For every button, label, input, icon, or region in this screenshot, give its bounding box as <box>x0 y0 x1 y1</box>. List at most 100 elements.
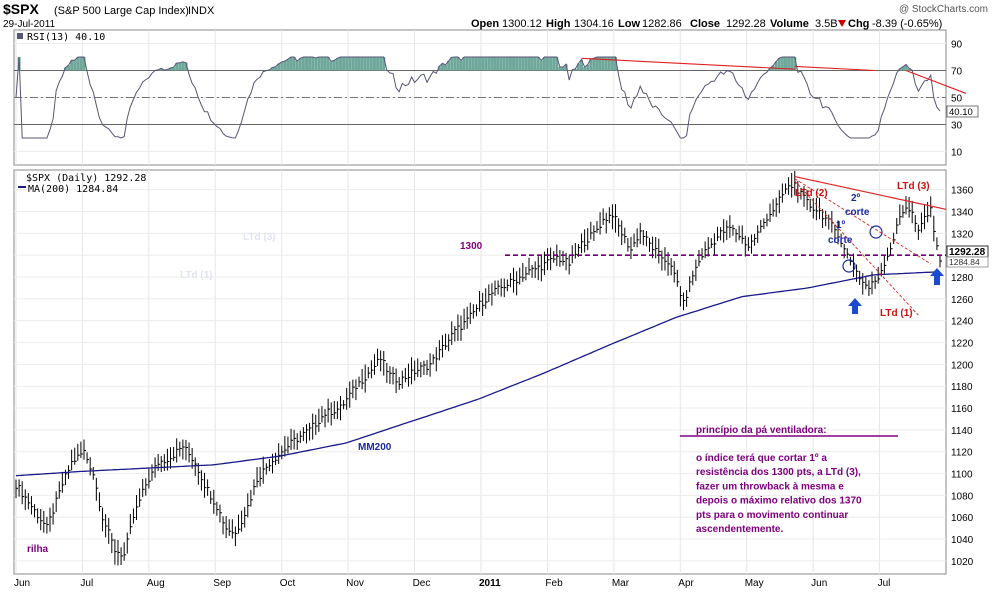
ltd1-label: LTd (1) <box>880 308 913 319</box>
ma-legend: MA(200) 1284.84 <box>28 184 118 195</box>
axis-layer: Jun Jul Aug Sep Oct Nov Dec 2011 Feb Mar Apr May Jun… <box>14 40 974 590</box>
x-tick-label: Dec <box>413 578 431 589</box>
price-tick-label: 1260 <box>951 295 974 306</box>
x-tick-label: Sep <box>213 578 231 589</box>
up-arrow-icon <box>930 268 944 285</box>
high-label: High <box>546 18 571 30</box>
rsi-trendline <box>581 57 795 70</box>
note-line: fazer um throwback à mesma e <box>696 481 844 492</box>
x-tick-label: Oct <box>280 578 296 589</box>
x-tick-label: Aug <box>147 578 165 589</box>
ltd3-trendline <box>794 175 947 210</box>
rsi-line <box>15 56 941 139</box>
x-tick-label: Nov <box>346 578 364 589</box>
rsi-legend-swatch <box>17 33 23 39</box>
high-value: 1304.16 <box>574 18 614 30</box>
price-tick-label: 1320 <box>951 229 974 240</box>
rsi-tick-label: 10 <box>951 148 963 159</box>
note-title: princípio da pá ventiladora: <box>696 425 827 436</box>
note-line: o índice terá que cortar 1º a <box>696 453 827 464</box>
low-label: Low <box>618 18 640 30</box>
price-tick-label: 1140 <box>951 426 973 437</box>
x-tick-label: Jul <box>80 578 93 589</box>
ma-last-value-box <box>946 256 989 268</box>
ltd2-label: LTd (2) <box>795 188 828 199</box>
note-line: ascendentemente. <box>696 524 783 535</box>
price-tick-label: 1220 <box>951 339 974 350</box>
close-label: Close <box>690 18 720 30</box>
rsi-tick-label: 50 <box>951 94 963 105</box>
x-tick-label: 2011 <box>479 578 501 589</box>
ltd3-label: LTd (3) <box>897 181 930 192</box>
grid-lines <box>14 30 946 574</box>
rilha-label: rilha <box>27 544 49 555</box>
price-tick-label: 1080 <box>951 491 974 502</box>
open-label: Open <box>471 18 499 30</box>
x-tick-label: Apr <box>678 578 694 589</box>
mm200-label: MM200 <box>358 442 392 453</box>
ma-last-value: 1284.84 <box>949 257 980 267</box>
price-legend: $SPX (Daily) 1292.28 <box>26 173 146 184</box>
chart-date: 29-Jul-2011 <box>3 19 56 30</box>
note-text-block: o índice terá que cortar 1º a resistência… <box>696 453 862 535</box>
price-tick-label: 1120 <box>951 448 973 459</box>
ma-legend-swatch <box>18 186 26 188</box>
x-tick-label: Jul <box>878 578 891 589</box>
rsi-tick-label: 30 <box>951 121 963 132</box>
ltd1-trendline <box>794 180 919 316</box>
rsi-last-value-box <box>946 105 979 118</box>
cut1-label: corte <box>828 235 853 246</box>
rsi-legend: RSI(13) 40.10 <box>27 32 105 43</box>
x-tick-label: May <box>745 578 764 589</box>
x-tick-label: Jun <box>811 578 827 589</box>
price-last-value: 1292.28 <box>949 247 986 258</box>
credit-label: @ StockCharts.com <box>899 4 988 15</box>
rsi-last-value: 40.10 <box>949 107 973 118</box>
cut2-number: 2º <box>851 193 861 204</box>
price-tick-label: 1020 <box>951 557 974 568</box>
rsi-tick-label: 90 <box>951 40 963 51</box>
volume-value: 3.5B <box>815 18 838 30</box>
price-tick-label: 1240 <box>951 317 974 328</box>
level-1300-label: 1300 <box>460 241 483 252</box>
price-tick-label: 1160 <box>951 404 973 415</box>
price-tick-label: 1100 <box>951 470 973 481</box>
close-value: 1292.28 <box>726 18 766 30</box>
note-line: pts para o movimento continuar <box>696 510 848 521</box>
cut1-number: 1º <box>836 220 846 231</box>
exchange-label: INDX <box>188 5 215 17</box>
cut2-label: corte <box>845 207 870 218</box>
rsi-trendline <box>905 69 967 94</box>
price-tick-label: 1360 <box>951 186 974 197</box>
chg-label: Chg <box>848 18 869 30</box>
ma200-line <box>15 271 941 477</box>
price-tick-label: 1040 <box>951 535 974 546</box>
x-tick-label: Mar <box>612 578 630 589</box>
price-layer <box>15 170 947 566</box>
x-tick-label: Feb <box>545 578 563 589</box>
down-triangle-icon <box>838 20 846 27</box>
faded-label-2: LTd (3) <box>243 232 276 243</box>
ltd2-trendline <box>794 178 931 265</box>
low-value: 1282.86 <box>642 18 682 30</box>
index-name: (S&P 500 Large Cap Index) <box>54 5 189 17</box>
circle-marker-icon <box>869 225 883 239</box>
rsi-layer <box>15 56 967 139</box>
x-tick-label: Jun <box>14 578 30 589</box>
volume-label: Volume <box>770 18 809 30</box>
rsi-trendline <box>794 65 876 72</box>
rsi-tick-label: 70 <box>951 67 963 78</box>
note-line: depois o máximo relativo dos 1370 <box>696 496 862 507</box>
open-value: 1300.12 <box>502 18 542 30</box>
faded-label-1: LTd (1) <box>180 270 213 281</box>
price-tick-label: 1280 <box>951 273 974 284</box>
price-tick-label: 1200 <box>951 360 974 371</box>
price-tick-label: 1060 <box>951 513 974 524</box>
up-arrow-icon <box>848 298 862 314</box>
price-tick-label: 1340 <box>951 207 974 218</box>
symbol-label: $SPX <box>3 1 39 17</box>
circle-marker-icon <box>842 259 856 273</box>
price-tick-label: 1180 <box>951 382 973 393</box>
note-line: resistência dos 1300 pts, a LTd (3), <box>696 467 861 478</box>
